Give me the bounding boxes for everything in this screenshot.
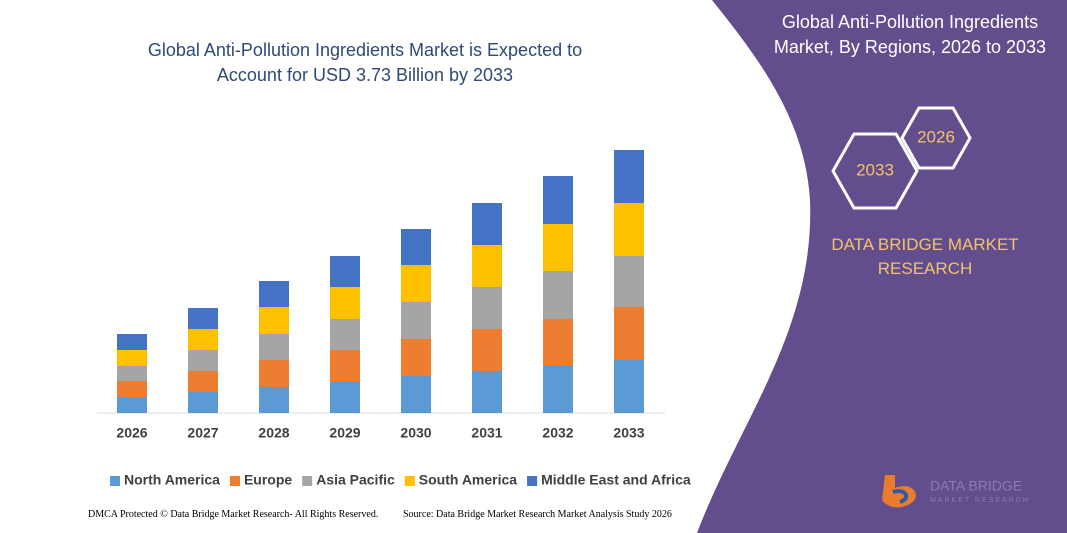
legend-swatch (110, 476, 120, 486)
badge-text: 2033 (856, 160, 894, 179)
bar-segment (259, 334, 289, 360)
bar-segment (472, 203, 502, 245)
bar-segment (188, 371, 218, 392)
bar-segment (401, 376, 431, 413)
side-panel (697, 0, 1067, 533)
bar-segment (401, 302, 431, 339)
bar-segment (259, 360, 289, 387)
bar-segment (614, 360, 644, 413)
legend-label: North America (124, 472, 220, 488)
brand: DATA BRIDGE MARKET RESEARCH (831, 235, 1019, 278)
bar-segment (543, 224, 573, 271)
bar-segment (188, 329, 218, 350)
bar-segment (330, 256, 360, 287)
footer-left: DMCA Protected © Data Bridge Market Rese… (88, 509, 379, 520)
x-tick-label: 2033 (613, 425, 644, 441)
legend-label: South America (419, 472, 517, 488)
x-tick-label: 2030 (400, 425, 431, 441)
legend-swatch (302, 476, 313, 486)
bar-segment (614, 256, 644, 307)
bar-segment (472, 287, 502, 329)
badge-text: 2026 (917, 127, 955, 146)
x-tick-label: 2028 (258, 425, 289, 441)
x-tick-label: 2027 (187, 425, 218, 441)
bar-segment (543, 176, 573, 224)
chart-title: Global Anti-Pollution Ingredients Market… (147, 40, 583, 85)
bar-segment (614, 203, 644, 256)
bar-segment (472, 245, 502, 287)
bar-segment (117, 366, 147, 381)
bar-segment (543, 366, 573, 413)
bar-segment (330, 350, 360, 382)
bar-segment (117, 381, 147, 397)
bar-segment (401, 339, 431, 376)
bar-segment (401, 229, 431, 265)
bar-segment (117, 397, 147, 413)
bar-segment (188, 308, 218, 329)
bar-segment (330, 319, 360, 350)
bar-segment (543, 319, 573, 366)
bar-segment (472, 329, 502, 371)
bar-segment (117, 350, 147, 366)
badge-hexagon (831, 132, 919, 210)
legend-label: Middle East and Africa (541, 472, 691, 488)
badge-hexagon (900, 106, 972, 170)
x-tick-label: 2026 (116, 425, 147, 441)
bar-segment (614, 307, 644, 360)
logo-name: DATA BRIDGE (930, 478, 1022, 494)
bar-segment (259, 281, 289, 307)
legend-label: Asia Pacific (316, 472, 395, 488)
legend-swatch (404, 476, 415, 486)
legend-swatch (229, 476, 240, 486)
logo-tagline: MARKET RESEARCH (930, 497, 1030, 504)
bar-segment (117, 334, 147, 350)
bar-segment (259, 387, 289, 413)
bar-segment (330, 287, 360, 319)
x-tick-label: 2029 (329, 425, 360, 441)
panel-title: Global Anti-Pollution Ingredients Market… (773, 12, 1047, 57)
bar-segment (472, 371, 502, 413)
footer-right: Source: Data Bridge Market Research Mark… (403, 509, 672, 520)
bar-segment (259, 307, 289, 334)
bar-segment (188, 392, 218, 413)
bar-segment (614, 150, 644, 203)
bar-segment (543, 271, 573, 319)
bar-segment (401, 265, 431, 302)
bar-segment (330, 382, 360, 413)
legend-label: Europe (244, 472, 292, 488)
legend-swatch (527, 476, 538, 486)
bar-segment (188, 350, 218, 371)
logo-mark (892, 489, 909, 504)
x-tick-label: 2031 (471, 425, 502, 441)
x-tick-label: 2032 (542, 425, 573, 441)
